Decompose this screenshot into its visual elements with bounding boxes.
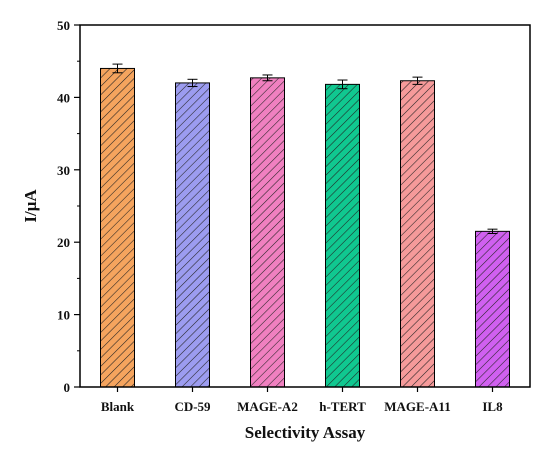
x-tick-label-cd-59: CD-59 — [174, 399, 211, 414]
y-tick-label: 20 — [57, 235, 70, 250]
y-tick-label: 50 — [57, 18, 70, 33]
bar-mage-a11 — [400, 80, 435, 388]
y-tick-label: 10 — [57, 308, 70, 323]
y-axis-ticks: 0 10 20 30 40 50 — [57, 18, 80, 395]
x-tick-label-mage-a2: MAGE-A2 — [237, 399, 298, 414]
x-tick-label-mage-a11: MAGE-A11 — [384, 399, 450, 414]
x-tick-label-blank: Blank — [101, 399, 135, 414]
x-tick-label-h-tert: h-TERT — [319, 399, 366, 414]
error-bar-blank — [112, 63, 123, 74]
x-tick-label-il8: IL8 — [482, 399, 503, 414]
error-bar-il8 — [487, 228, 498, 235]
bars — [100, 67, 510, 388]
bar-il8 — [475, 230, 510, 388]
error-bar-mage-a11 — [412, 76, 423, 85]
error-bar-mage-a2 — [262, 74, 273, 82]
plot-frame — [79, 24, 531, 388]
error-bar-cd-59 — [187, 78, 198, 88]
error-bars — [112, 63, 498, 235]
y-tick-label: 0 — [64, 380, 71, 395]
bar-blank — [100, 67, 135, 388]
x-axis-title: Selectivity Assay — [245, 423, 366, 442]
y-tick-label: 30 — [57, 163, 70, 178]
x-axis-ticks: Blank CD-59 MAGE-A2 h-TERT MAGE-A11 IL8 — [101, 387, 503, 414]
y-axis-title: I/μA — [21, 189, 40, 223]
bar-mage-a2 — [250, 77, 285, 388]
bar-h-tert — [325, 83, 360, 388]
y-tick-label: 40 — [57, 90, 70, 105]
bar-cd-59 — [175, 82, 210, 388]
error-bar-h-tert — [337, 79, 348, 90]
